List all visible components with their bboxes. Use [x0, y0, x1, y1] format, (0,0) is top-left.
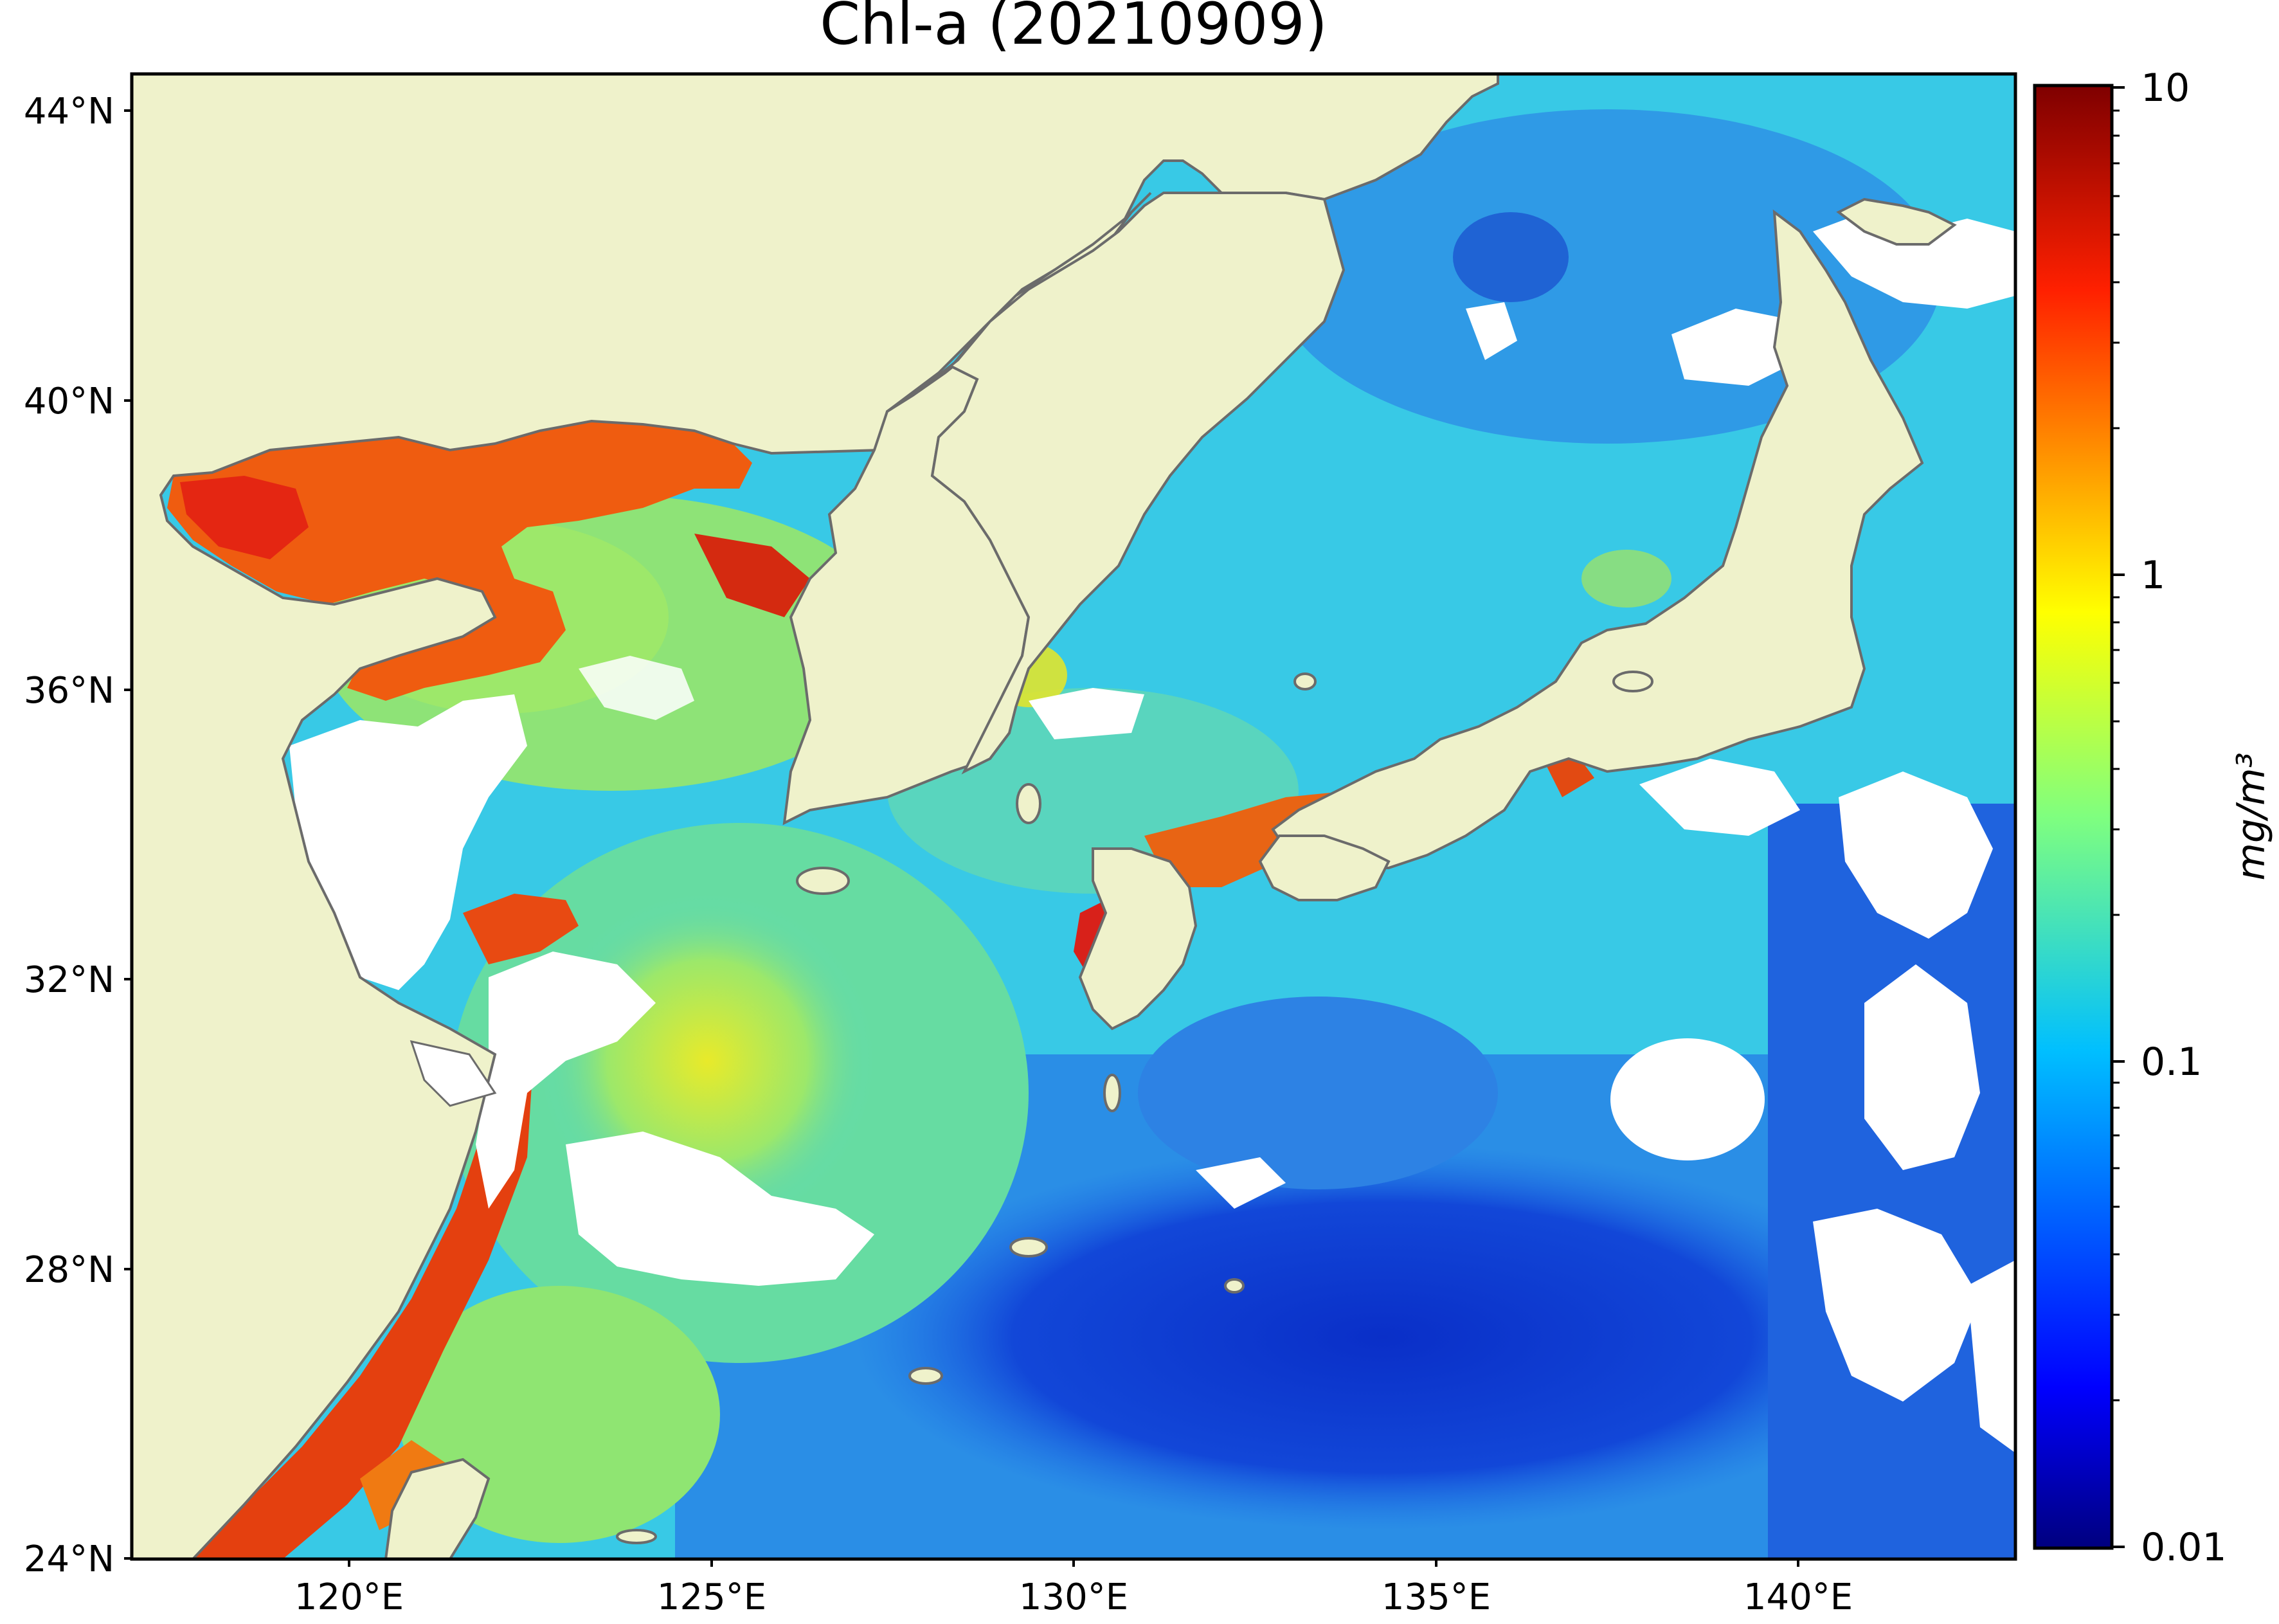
colorbar-tick-label: 10 [2141, 66, 2190, 111]
colorbar-tick-label: 0.01 [2141, 1525, 2227, 1570]
lat-tick-label: 44°N [24, 91, 114, 132]
lat-tick-label: 24°N [24, 1538, 114, 1580]
colorbar: 10 1 0.1 0.01 mg/m³ [2033, 66, 2274, 1570]
colorbar-gradient [2033, 84, 2114, 1550]
lon-tick-label: 125°E [657, 1576, 766, 1618]
lat-tick-label: 36°N [24, 670, 114, 712]
lon-tick-label: 135°E [1382, 1576, 1491, 1618]
taiwan-land [384, 1457, 491, 1559]
map-panel [132, 74, 2015, 1559]
lat-tick-label: 32°N [24, 959, 114, 1001]
kyushu-land [1078, 847, 1198, 1031]
latitude-axis: 44°N 40°N 36°N 32°N 28°N 24°N [24, 91, 132, 1580]
shikoku-land [1258, 835, 1391, 901]
lon-tick-label: 140°E [1743, 1576, 1853, 1618]
chart-title: Chl-a (20210909) [820, 0, 1327, 58]
no-data-areas [289, 212, 2015, 1453]
lon-tick-label: 120°E [294, 1576, 404, 1618]
colorbar-unit-label: mg/m³ [2229, 752, 2274, 880]
lat-tick-label: 40°N [24, 381, 114, 422]
lon-tick-label: 130°E [1019, 1576, 1128, 1618]
longitude-axis: 120°E 125°E 130°E 135°E 140°E [294, 1559, 1853, 1618]
colorbar-tick-label: 1 [2141, 553, 2165, 598]
colorbar-tick-label: 0.1 [2141, 1040, 2202, 1085]
mainland-china-land [132, 74, 1499, 1559]
lat-tick-label: 28°N [24, 1249, 114, 1291]
land-areas [132, 74, 1957, 1559]
